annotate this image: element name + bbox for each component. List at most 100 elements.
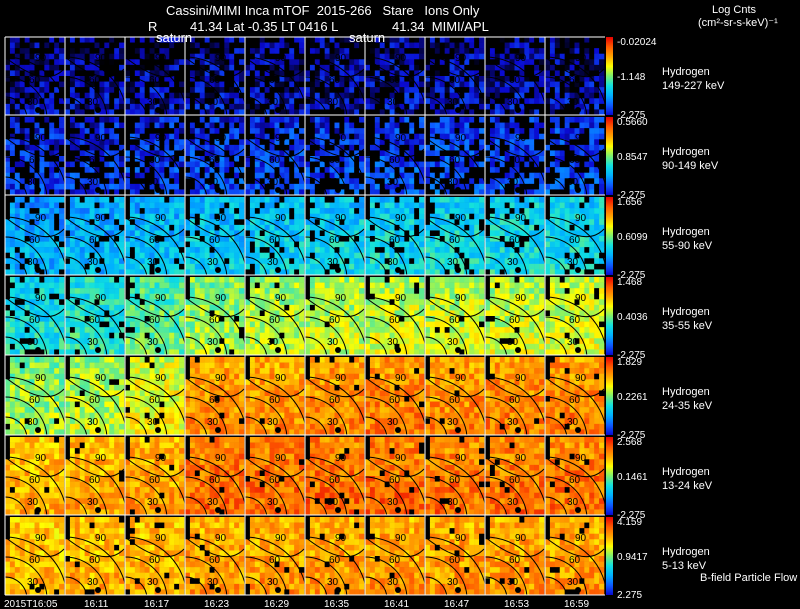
contour-label: 60 bbox=[89, 75, 101, 86]
contour-label: 30 bbox=[27, 177, 39, 188]
species-label: Hydrogen bbox=[662, 146, 710, 158]
field-line bbox=[244, 376, 305, 398]
elevation-contour bbox=[424, 476, 468, 520]
field-line bbox=[484, 536, 545, 558]
saturn-marker bbox=[455, 347, 461, 353]
range-label: R bbox=[148, 19, 158, 34]
elevation-contour bbox=[544, 296, 608, 360]
contour-label: 60 bbox=[149, 315, 161, 326]
saturn-marker bbox=[95, 507, 101, 513]
contour-label: 60 bbox=[29, 315, 41, 326]
saturn-marker bbox=[455, 587, 461, 593]
field-line bbox=[184, 136, 245, 158]
elevation-contour bbox=[544, 76, 588, 120]
image-panel: 90 60 30 bbox=[244, 357, 308, 440]
image-panel: 90 60 30 bbox=[544, 197, 608, 280]
elevation-contour bbox=[184, 336, 208, 360]
contour-label: 30 bbox=[27, 257, 39, 268]
contour-label: 60 bbox=[389, 555, 401, 566]
contour-label: 90 bbox=[215, 133, 227, 144]
image-panel: 90 60 30 bbox=[124, 197, 188, 280]
image-panel: 90 60 30 bbox=[484, 357, 548, 440]
contour-label: 90 bbox=[275, 533, 287, 544]
contour-label: 90 bbox=[575, 213, 587, 224]
contour-label: 30 bbox=[387, 177, 399, 188]
field-line bbox=[304, 296, 365, 318]
time-tick-label: 16:59 bbox=[564, 599, 589, 609]
elevation-contour bbox=[244, 556, 288, 600]
elevation-contour bbox=[364, 236, 408, 280]
saturn-marker bbox=[215, 507, 221, 513]
elevation-contour bbox=[424, 496, 448, 520]
image-panel: 90 60 30 bbox=[184, 437, 248, 520]
elevation-contour bbox=[544, 336, 568, 360]
contour-label: 90 bbox=[215, 373, 227, 384]
field-line bbox=[244, 296, 305, 318]
image-panel: 90 60 30 bbox=[184, 197, 248, 280]
units-expression: (cm²-sr-s-keV)⁻¹ bbox=[698, 17, 778, 29]
contour-label: 90 bbox=[155, 293, 167, 304]
colorbar-max-label: -0.02024 bbox=[617, 37, 657, 48]
elevation-contour bbox=[544, 216, 608, 280]
colorbar-max-label: 4.159 bbox=[617, 517, 642, 528]
elevation-contour bbox=[544, 316, 588, 360]
saturn-marker bbox=[155, 587, 161, 593]
image-panel: 90 60 30 bbox=[544, 117, 608, 200]
contour-label: 30 bbox=[507, 577, 519, 588]
energy-range-label: 90-149 keV bbox=[662, 160, 719, 172]
contour-label: 30 bbox=[327, 257, 339, 268]
image-panel: 90 60 30 bbox=[364, 517, 428, 600]
elevation-contour bbox=[64, 76, 108, 120]
image-panel: 90 60 30 bbox=[4, 37, 68, 120]
elevation-contour bbox=[124, 76, 168, 120]
contour-label: 30 bbox=[507, 417, 519, 428]
colorbar bbox=[606, 517, 613, 595]
contour-label: 30 bbox=[387, 97, 399, 108]
contour-label: 90 bbox=[575, 133, 587, 144]
image-panel: 90 60 30 bbox=[544, 517, 608, 600]
elevation-contour bbox=[544, 576, 568, 600]
contour-label: 60 bbox=[449, 555, 461, 566]
contour-label: 90 bbox=[35, 453, 47, 464]
contour-label: 30 bbox=[87, 97, 99, 108]
image-panel: 90 60 30 bbox=[124, 277, 188, 360]
colorbar-min-label: -2.275 bbox=[617, 350, 646, 361]
saturn-marker bbox=[155, 267, 161, 273]
elevation-contour bbox=[544, 56, 608, 120]
contour-label: 30 bbox=[387, 337, 399, 348]
saturn-marker bbox=[335, 187, 341, 193]
contour-label: 30 bbox=[567, 337, 579, 348]
field-line bbox=[244, 136, 305, 158]
contour-label: 60 bbox=[209, 75, 221, 86]
contour-label: 60 bbox=[389, 395, 401, 406]
contour-label: 30 bbox=[207, 257, 219, 268]
elevation-contour bbox=[544, 396, 588, 440]
image-panel: 90 60 30 bbox=[364, 37, 428, 120]
image-panel: 90 60 30 bbox=[364, 357, 428, 440]
saturn-marker bbox=[335, 347, 341, 353]
contour-label: 30 bbox=[27, 417, 39, 428]
field-line bbox=[364, 216, 425, 238]
saturn-marker bbox=[335, 507, 341, 513]
contour-label: 90 bbox=[395, 453, 407, 464]
colorbar bbox=[606, 277, 613, 355]
field-line bbox=[184, 376, 245, 398]
contour-label: 30 bbox=[207, 97, 219, 108]
contour-label: 90 bbox=[395, 53, 407, 64]
saturn-marker bbox=[155, 107, 161, 113]
field-line bbox=[424, 136, 485, 158]
contour-label: 60 bbox=[329, 555, 341, 566]
contour-label: 60 bbox=[269, 235, 281, 246]
elevation-contour bbox=[424, 96, 448, 120]
saturn-marker bbox=[215, 267, 221, 273]
image-panel: 90 60 30 bbox=[544, 357, 608, 440]
contour-label: 30 bbox=[567, 177, 579, 188]
field-line bbox=[184, 296, 245, 318]
image-panel: 90 60 30 bbox=[4, 357, 68, 440]
contour-label: 60 bbox=[209, 155, 221, 166]
elevation-contour bbox=[304, 576, 328, 600]
image-panel: 90 60 30 bbox=[64, 357, 128, 440]
elevation-contour bbox=[424, 176, 448, 200]
contour-label: 30 bbox=[507, 497, 519, 508]
saturn-marker bbox=[515, 427, 521, 433]
